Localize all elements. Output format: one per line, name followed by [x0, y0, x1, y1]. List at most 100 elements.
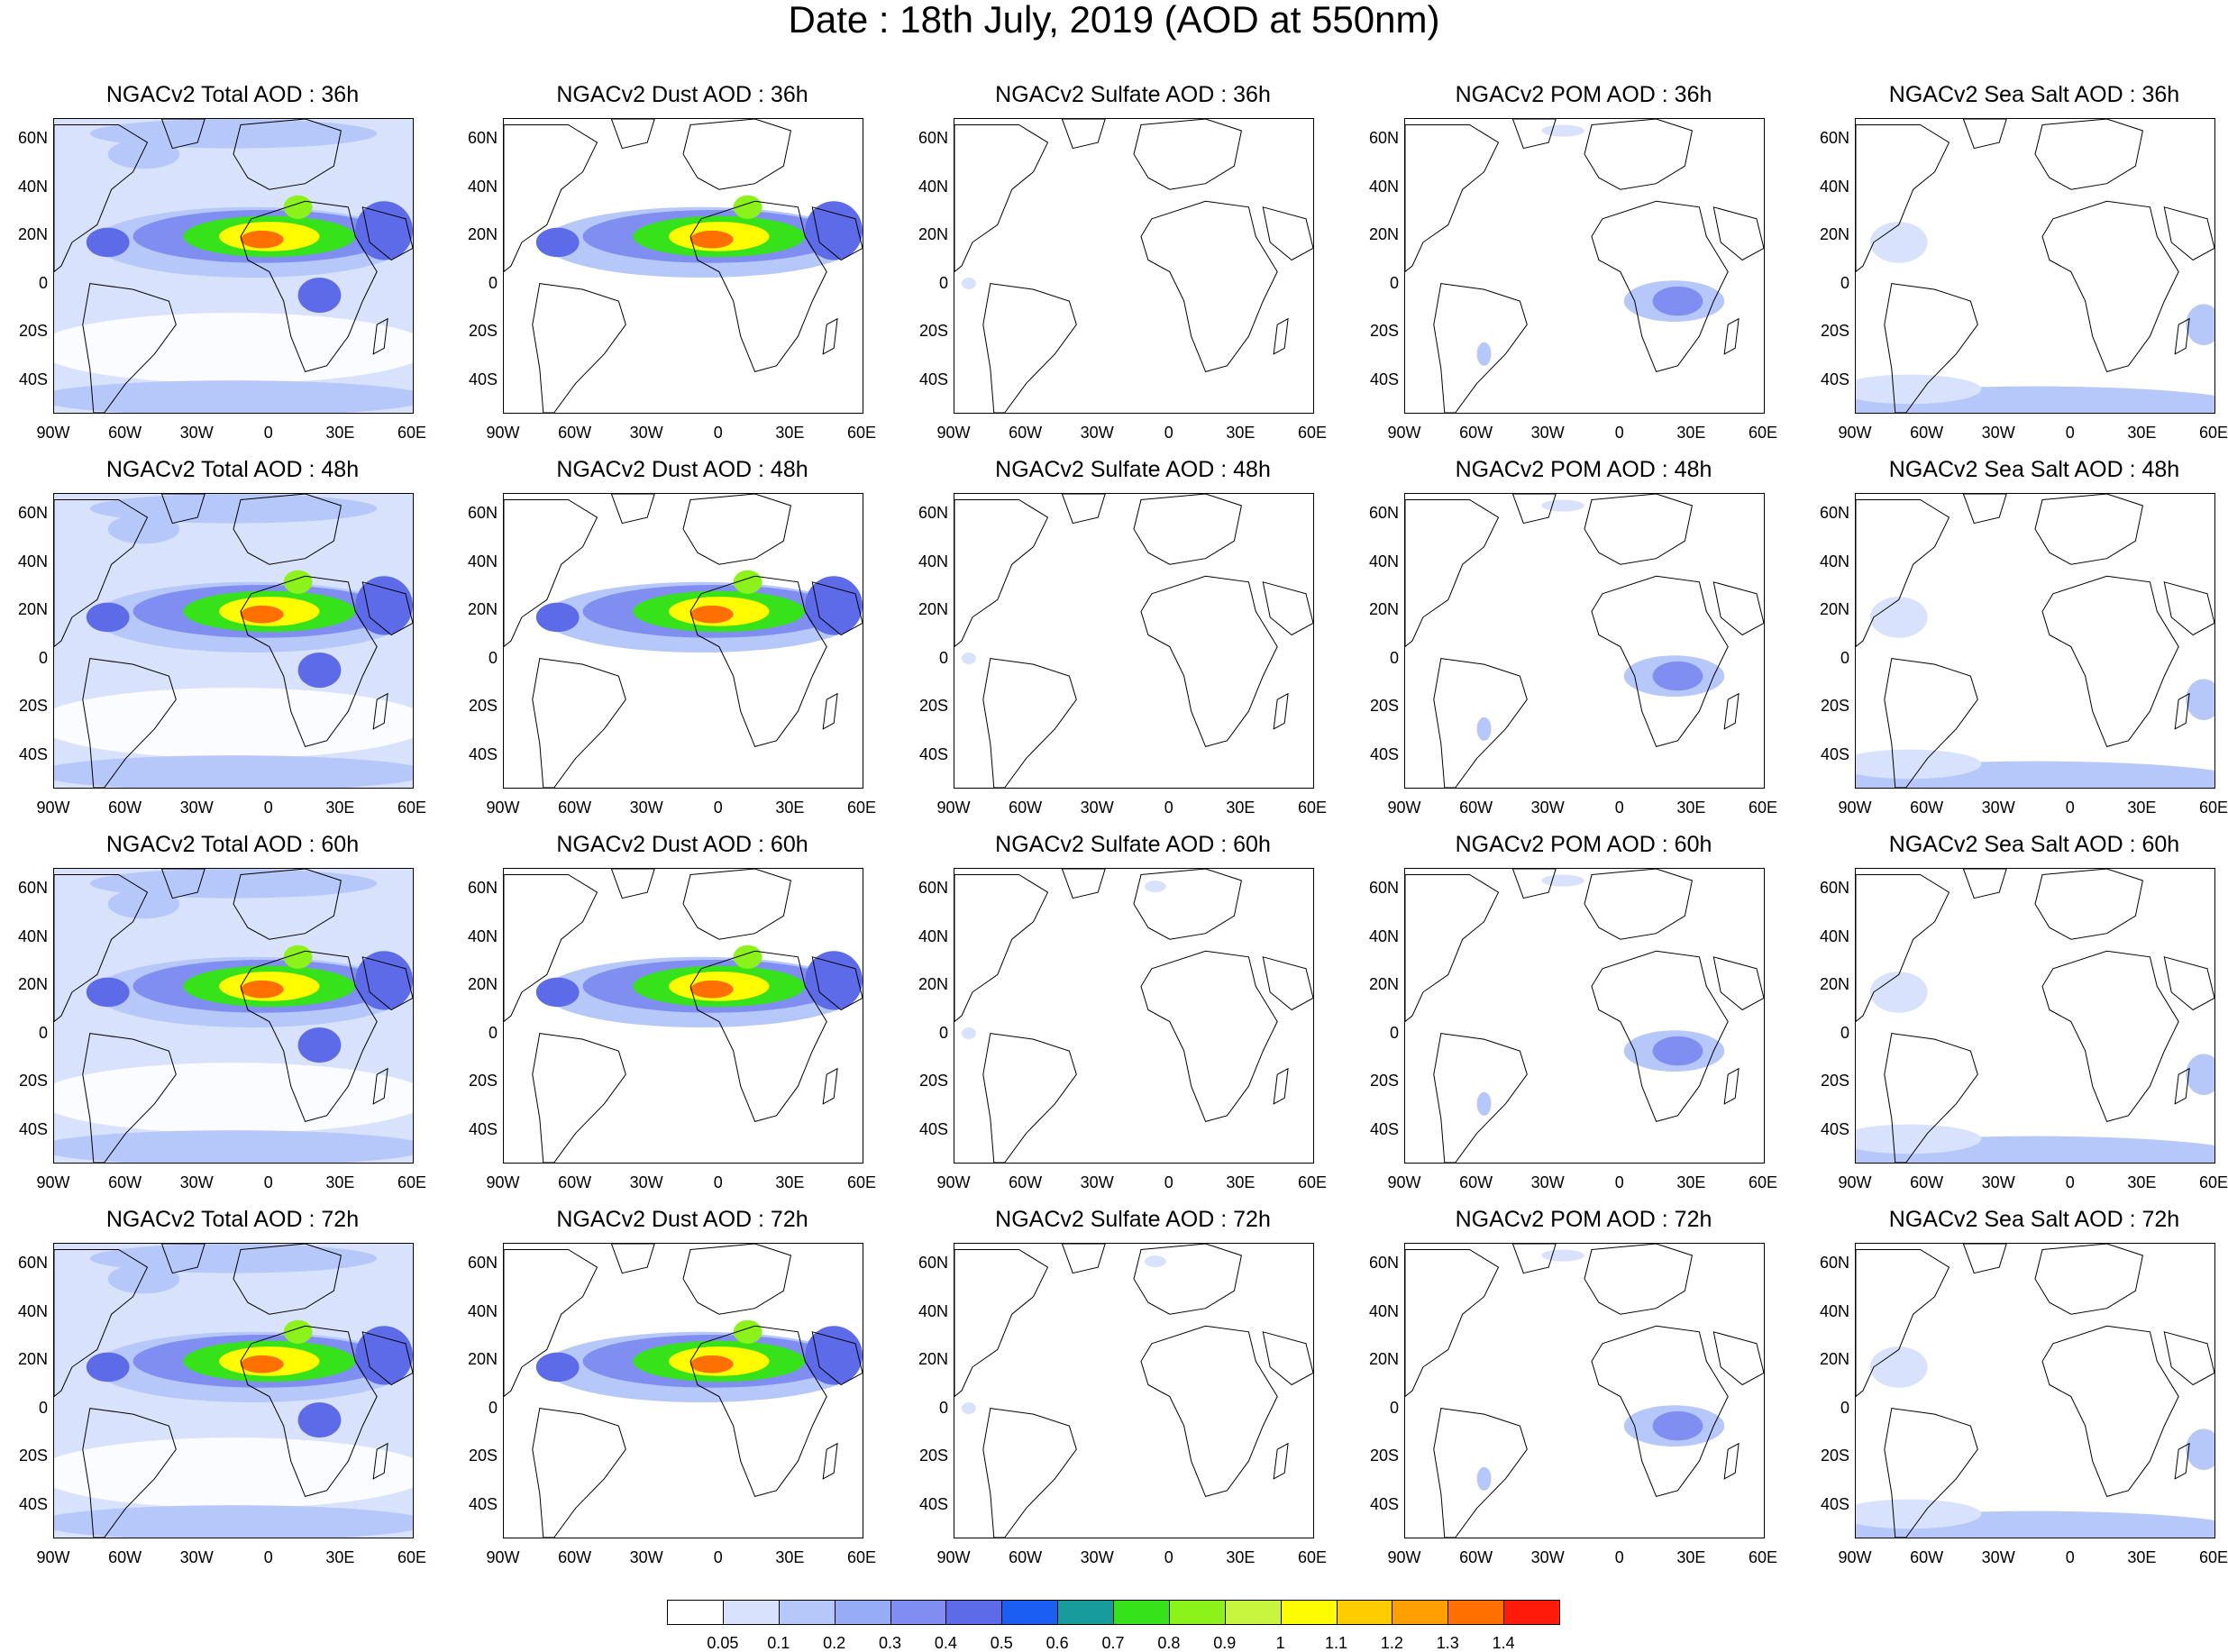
- map-plot: [1404, 868, 1765, 1164]
- lat-tick-label: 20S: [468, 1072, 498, 1090]
- coastline: [1405, 499, 1500, 648]
- seasalt-patch: [1869, 597, 1928, 638]
- lat-tick-label: 20S: [468, 322, 498, 340]
- coastline: [811, 581, 863, 636]
- lon-tick-label: 60E: [1748, 799, 1778, 817]
- caribbean-dust: [535, 1352, 580, 1383]
- panel-title: NGACv2 Total AOD : 36h: [105, 82, 360, 107]
- coastline: [2041, 950, 2179, 1123]
- lat-tick-label: 0: [1389, 1398, 1399, 1417]
- coastline: [504, 499, 598, 648]
- panel-title: NGACv2 Dust AOD : 60h: [556, 832, 808, 857]
- map-panel: NGACv2 Total AOD : 60h: [44, 832, 421, 859]
- lon-tick-label: 90W: [1838, 1173, 1872, 1191]
- arabian-dust: [805, 576, 863, 635]
- colorbar-tick-label: 0.6: [1046, 1634, 1069, 1652]
- lat-tick-label: 40N: [17, 177, 48, 196]
- lon-tick-label: 30W: [179, 799, 214, 817]
- lat-tick-label: 20S: [1820, 322, 1849, 340]
- coastline: [82, 283, 177, 413]
- seasalt-patch: [1869, 972, 1928, 1013]
- coastline: [1405, 124, 1500, 273]
- lon-tick-label: 0: [263, 799, 273, 817]
- lon-tick-label: 30E: [325, 1548, 355, 1566]
- lat-tick-label: 0: [488, 273, 498, 292]
- dust-plume-max: [689, 605, 734, 624]
- figure-title: Date : 18th July, 2019 (AOD at 550nm): [788, 0, 1440, 41]
- lat-tick-label: 40S: [468, 1494, 498, 1513]
- coastline: [822, 317, 838, 355]
- pom-smoke-core: [1652, 1410, 1703, 1441]
- lon-tick-label: 30E: [775, 1548, 805, 1566]
- lat-tick-label: 60N: [467, 504, 498, 522]
- panel-title: NGACv2 Sea Salt AOD : 36h: [1888, 82, 2180, 107]
- aod-patch: [54, 380, 413, 413]
- lon-tick-label: 30W: [629, 424, 663, 442]
- colorbar-tick-label: 0.3: [878, 1634, 902, 1652]
- lat-tick-label: 40N: [918, 1301, 948, 1320]
- seasalt-patch: [1869, 1346, 1928, 1388]
- pom-patch: [1476, 1466, 1492, 1491]
- map-canvas: [954, 119, 1313, 413]
- coastline: [1712, 206, 1764, 261]
- map-plot: [503, 118, 863, 414]
- lon-tick-label: 30W: [629, 799, 663, 817]
- lat-tick-label: 20S: [18, 697, 48, 715]
- lat-tick-label: 0: [938, 1023, 948, 1042]
- lon-tick-label: 60W: [108, 424, 142, 442]
- lat-tick-label: 60N: [467, 129, 498, 147]
- lon-tick-label: 60E: [397, 799, 427, 817]
- lon-tick-label: 60W: [108, 1173, 142, 1191]
- panel-title: NGACv2 Sulfate AOD : 72h: [995, 1207, 1271, 1232]
- coastline: [2041, 1325, 2179, 1498]
- lat-tick-label: 40N: [1368, 1301, 1399, 1320]
- aod-patch: [107, 889, 180, 919]
- coastline: [822, 1442, 838, 1480]
- lon-tick-label: 0: [1614, 1548, 1624, 1566]
- lat-tick-label: 40N: [17, 1301, 48, 1320]
- coastline: [2041, 575, 2179, 748]
- lon-tick-label: 0: [2065, 1173, 2075, 1191]
- lat-tick-label: 0: [488, 1398, 498, 1417]
- lat-tick-label: 40N: [1368, 177, 1399, 196]
- lon-tick-label: 90W: [1387, 1173, 1421, 1191]
- map-plot: [53, 868, 414, 1164]
- lon-tick-label: 60E: [1748, 1548, 1778, 1566]
- dust-plume-max: [240, 230, 284, 249]
- lat-tick-label: 40N: [1819, 177, 1849, 196]
- lat-tick-label: 60N: [918, 504, 948, 522]
- lon-tick-label: 0: [713, 1548, 723, 1566]
- map-panel: NGACv2 Sea Salt AOD : 36h: [1846, 82, 2223, 109]
- lat-tick-label: 40N: [467, 1301, 498, 1320]
- map-plot: [53, 118, 414, 414]
- map-panel: NGACv2 Dust AOD : 72h: [494, 1207, 871, 1234]
- sulfate-patch: [961, 1027, 976, 1040]
- coastline: [954, 874, 1049, 1023]
- lon-tick-label: 90W: [1387, 424, 1421, 442]
- lon-tick-label: 30W: [1981, 799, 2015, 817]
- sulfate-patch: [961, 653, 976, 665]
- coastline: [682, 1244, 791, 1315]
- lat-tick-label: 20N: [918, 975, 948, 993]
- sulfate-patch: [961, 278, 976, 290]
- lon-tick-label: 60E: [397, 424, 427, 442]
- lat-tick-label: 20N: [17, 975, 48, 993]
- panel-title: NGACv2 Total AOD : 60h: [105, 832, 360, 857]
- lat-tick-label: 20N: [1368, 225, 1399, 243]
- map-panel: NGACv2 POM AOD : 60h: [1395, 832, 1772, 859]
- lon-tick-label: 0: [1614, 424, 1624, 442]
- lat-tick-label: 0: [938, 1398, 948, 1417]
- lat-tick-label: 40N: [1819, 552, 1849, 570]
- seasalt-southern: [1856, 374, 1982, 405]
- lon-tick-label: 60E: [2198, 1173, 2228, 1191]
- colorbar-swatch: [667, 1600, 724, 1625]
- map-canvas: [1405, 494, 1764, 788]
- lat-tick-label: 60N: [1368, 879, 1399, 897]
- lon-tick-label: 0: [713, 1173, 723, 1191]
- coastline: [610, 869, 655, 899]
- map-canvas: [1856, 494, 2214, 788]
- coastline: [1133, 869, 1242, 940]
- coastline: [1405, 1249, 1500, 1398]
- lat-tick-label: 60N: [17, 504, 48, 522]
- lat-tick-label: 40S: [1820, 1119, 1849, 1138]
